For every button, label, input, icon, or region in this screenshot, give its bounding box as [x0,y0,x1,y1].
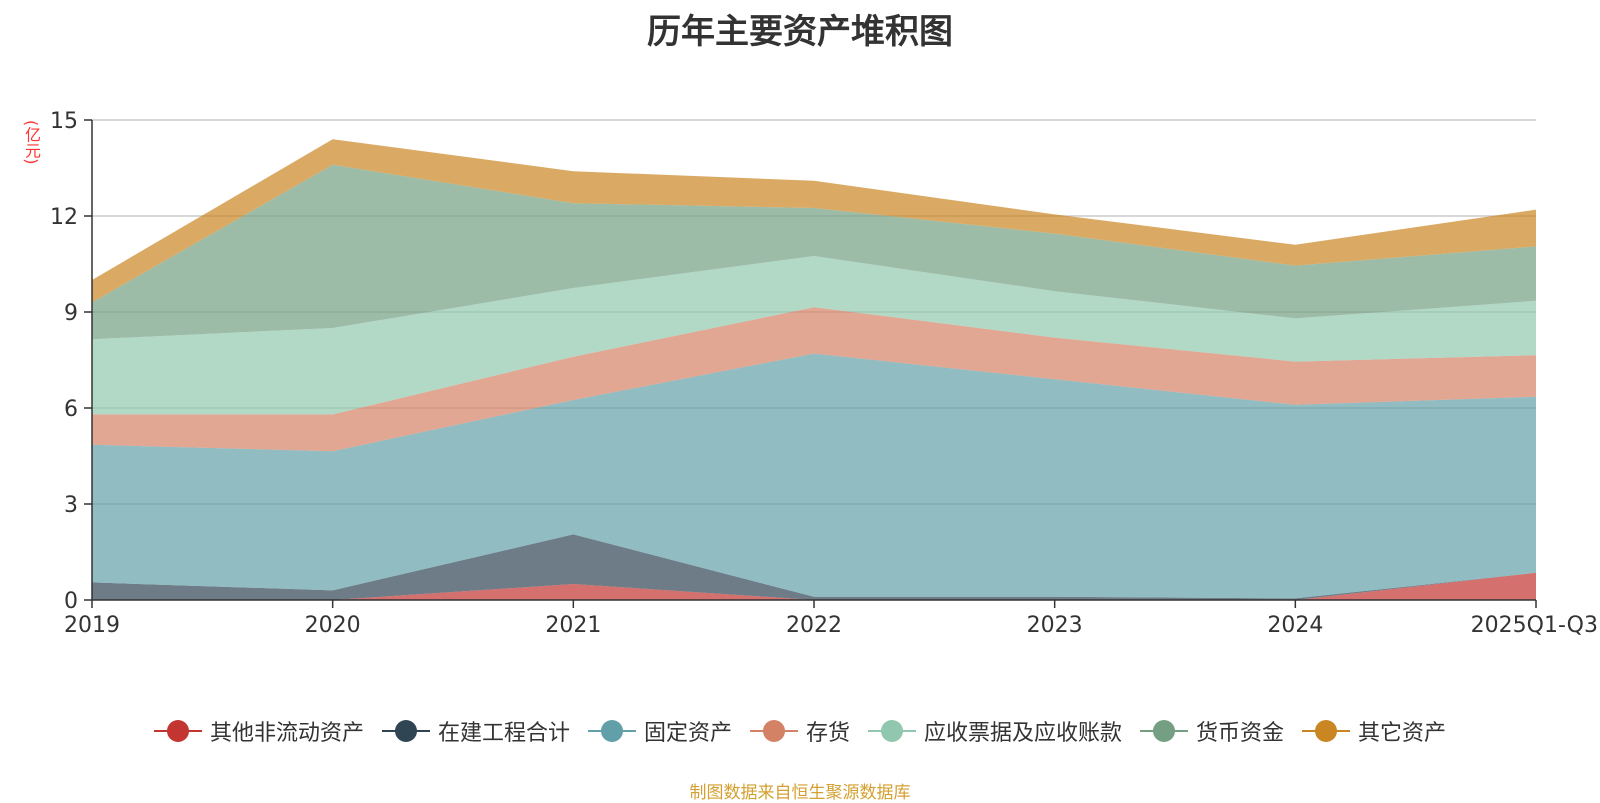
legend-label: 其它资产 [1358,721,1447,746]
y-tick-label: 3 [64,493,78,518]
legend-label: 货币资金 [1196,721,1285,746]
legend-item[interactable]: 应收票据及应收账款 [868,715,1122,747]
stacked-area-chart: 0 3 6 9 12 15 2019 2020 2021 2022 2023 2024 2025Q1-Q… [50,109,1598,638]
x-tick-label: 2019 [64,613,120,638]
legend-marker-icon [1302,719,1351,743]
area-货币资金 [92,164,1536,340]
legend-item[interactable]: 货币资金 [1140,715,1284,747]
y-tick-label: 6 [64,397,78,422]
y-tick-label: 0 [64,589,78,614]
legend: 其他非流动资产 在建工程合计 固定资产 存货 应收票据及应收账款 货币资金 其它资产 [0,715,1600,747]
source-note: 制图数据来自恒生聚源数据库 [689,783,911,803]
x-tick-label: 2025Q1-Q3 [1471,613,1598,638]
area-固定资产 [92,353,1536,599]
area-其它资产 [92,139,1536,303]
legend-marker-icon [1140,719,1189,743]
legend-marker-icon [587,719,636,743]
legend-item[interactable]: 在建工程合计 [381,715,570,747]
area-应收票据及应收账款 [92,256,1536,415]
area-存货 [92,307,1536,452]
legend-label: 存货 [805,721,850,746]
x-tick-label: 2022 [786,613,842,638]
axes: 0 3 6 9 12 15 2019 2020 2021 2022 2023 2024 2025Q1-Q… [50,109,1598,638]
y-tick-label: 12 [50,205,78,230]
legend-item[interactable]: 其它资产 [1302,715,1446,747]
area-其他非流动资产 [92,572,1536,600]
legend-item[interactable]: 其他非流动资产 [153,715,364,747]
chart-title: 历年主要资产堆积图 [647,12,953,52]
legend-item[interactable]: 存货 [749,715,850,747]
area-series [92,139,1536,600]
y-tick-label: 9 [64,301,78,326]
x-tick-label: 2021 [545,613,601,638]
legend-marker-icon [381,719,430,743]
legend-marker-icon [868,719,916,743]
legend-item[interactable]: 固定资产 [587,715,732,747]
legend-label: 应收票据及应收账款 [924,721,1123,746]
y-tick-label: 15 [50,109,78,134]
legend-marker-icon [749,719,798,743]
legend-label: 在建工程合计 [437,721,570,746]
area-在建工程合计 [92,534,1536,600]
x-tick-label: 2023 [1027,613,1083,638]
y-axis-unit-label: (亿元) [22,120,41,165]
legend-label: 其他非流动资产 [209,721,364,746]
legend-marker-icon [153,719,202,743]
legend-label: 固定资产 [643,721,732,746]
x-tick-label: 2020 [305,613,361,638]
x-tick-label: 2024 [1267,613,1323,638]
